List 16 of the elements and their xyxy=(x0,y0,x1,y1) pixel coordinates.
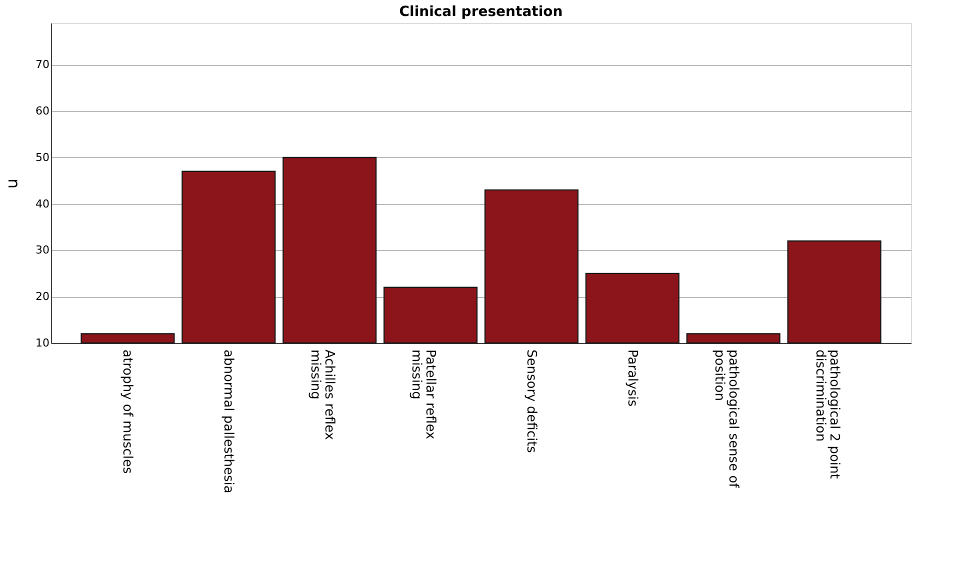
y-tick-label: 10 xyxy=(36,336,50,350)
x-tick-label: abnormal pallesthesia xyxy=(220,350,236,494)
x-tick-label: Sensory deficits xyxy=(523,350,538,454)
x-tick-label: atrophy of muscles xyxy=(120,350,135,474)
y-tick-label: 60 xyxy=(36,104,50,118)
y-axis-title: n xyxy=(4,178,24,189)
x-tick-label: Paralysis xyxy=(624,350,640,407)
x-tick-label: Patellar reflex missing xyxy=(408,350,438,440)
x-tick-label: Achilles reflex missing xyxy=(308,350,337,440)
x-tick-label: pathological sense of position xyxy=(711,350,740,488)
y-tick-label: 30 xyxy=(36,244,50,257)
y-tick-label: 20 xyxy=(36,290,50,304)
y-tick-label: 70 xyxy=(36,58,50,72)
y-tick-label: 40 xyxy=(36,197,50,210)
chart-title: Clinical presentation xyxy=(399,4,563,20)
y-tick-label: 50 xyxy=(36,150,50,164)
